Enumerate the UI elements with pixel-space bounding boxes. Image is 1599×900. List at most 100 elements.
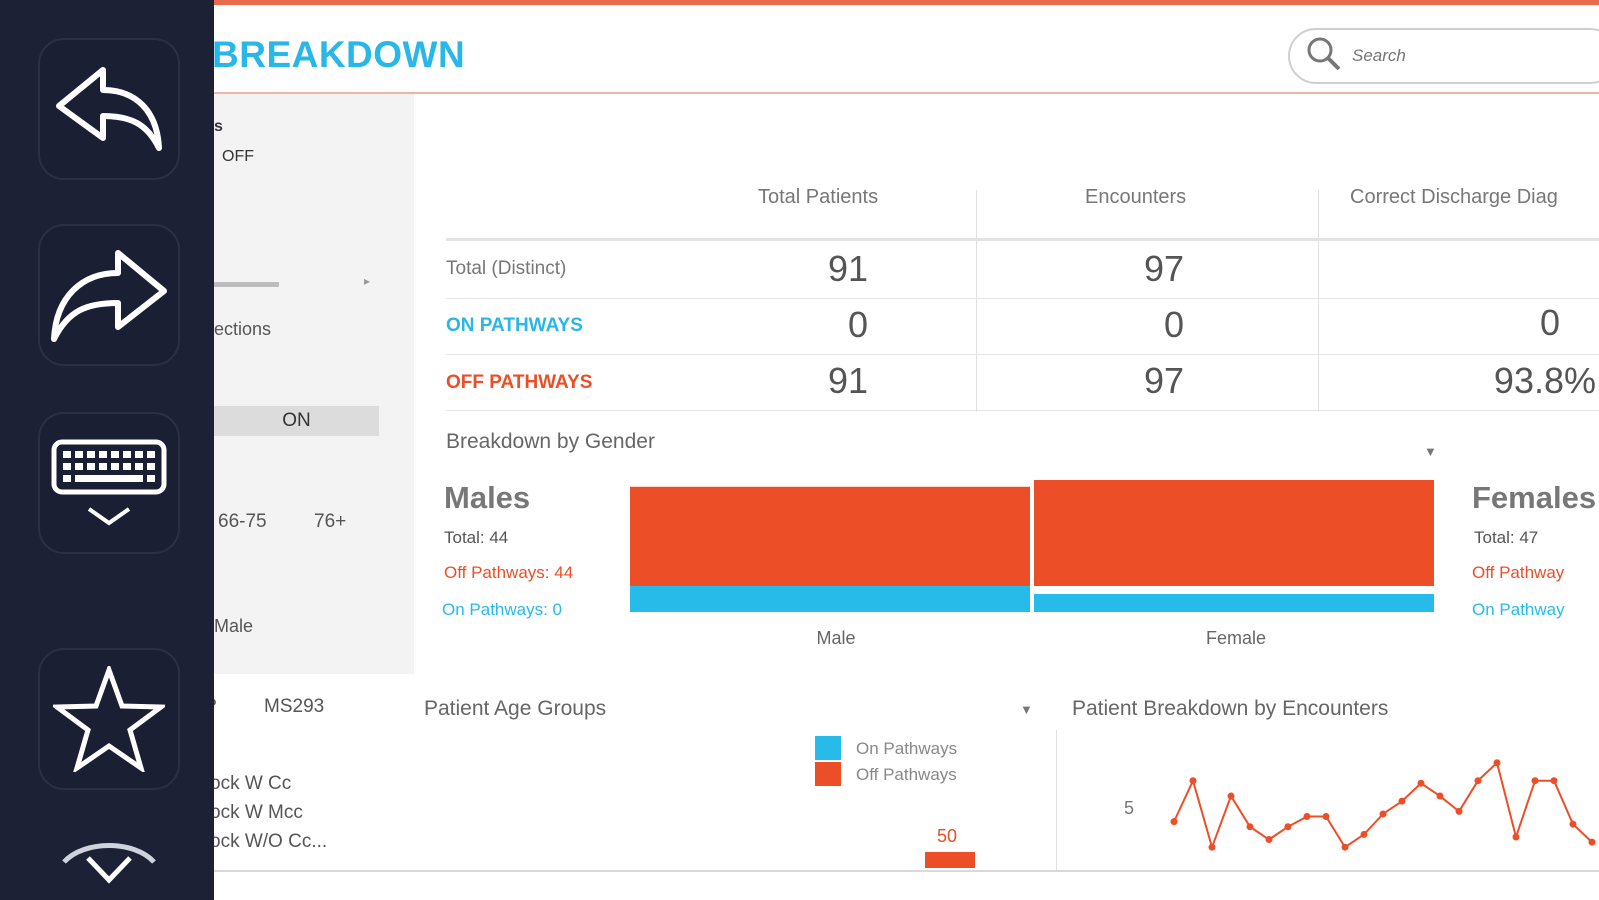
kpi-header-encounters: Encounters <box>1085 186 1187 208</box>
search-input[interactable] <box>1352 46 1552 66</box>
males-off-pathways: Off Pathways: 44 <box>444 563 574 582</box>
favorite-button[interactable] <box>38 648 180 790</box>
encounters-point[interactable] <box>1531 777 1539 785</box>
filter-slider[interactable] <box>214 282 279 287</box>
header-divider <box>214 92 1599 94</box>
side-toolbar <box>0 0 214 900</box>
males-on-pathways: On Pathways: 0 <box>442 600 563 619</box>
gender-bar-label-male: Male <box>816 628 856 648</box>
encounters-point[interactable] <box>1189 777 1197 785</box>
encounters-point[interactable] <box>1569 820 1577 828</box>
encounters-point[interactable] <box>1303 813 1311 821</box>
age-option-76-plus[interactable]: 76+ <box>314 511 347 532</box>
kpi-on-encounters: 0 <box>1163 304 1185 345</box>
filter-panel <box>214 94 414 674</box>
encounters-point[interactable] <box>1417 779 1425 787</box>
females-on-pathways: On Pathway <box>1472 600 1565 619</box>
age-groups-dropdown-caret-icon[interactable]: ▼ <box>1020 702 1033 717</box>
gender-bar-off-male[interactable] <box>630 486 1030 586</box>
encounters-point[interactable] <box>1322 813 1330 821</box>
toolbar-expand-button[interactable] <box>38 832 180 900</box>
slider-arrow-icon: ▸ <box>364 274 371 288</box>
age-option-66-75[interactable]: 66-75 <box>218 511 267 532</box>
gender-bar-on-male[interactable] <box>630 586 1030 612</box>
redo-button[interactable] <box>38 224 180 366</box>
kpi-header-divider <box>446 238 1599 241</box>
encounters-chart <box>1170 759 1596 851</box>
kpi-off-patients: 91 <box>827 360 869 401</box>
keyboard-icon <box>51 439 167 495</box>
search-box[interactable] <box>1288 28 1599 84</box>
gender-dropdown-caret-icon[interactable]: ▼ <box>1424 444 1437 459</box>
filter-off-label: OFF <box>222 148 254 165</box>
kpi-row-divider <box>446 298 1599 299</box>
kpi-row-divider <box>446 354 1599 355</box>
chevron-down-icon <box>54 832 164 900</box>
encounters-point[interactable] <box>1246 823 1254 831</box>
encounters-point[interactable] <box>1379 810 1387 818</box>
legend-off-swatch <box>815 762 841 786</box>
kpi-col-divider <box>976 190 977 412</box>
drg-code[interactable]: MS293 <box>264 696 325 717</box>
legend-off-label: Off Pathways <box>856 765 957 784</box>
encounters-point[interactable] <box>1227 792 1235 800</box>
kpi-col-divider <box>1318 190 1319 412</box>
encounters-point[interactable] <box>1493 759 1501 767</box>
females-title: Females <box>1472 480 1597 515</box>
kpi-total-encounters: 97 <box>1143 248 1185 289</box>
encounters-point[interactable] <box>1341 843 1349 851</box>
star-icon <box>53 666 165 772</box>
encounters-point[interactable] <box>1550 777 1558 785</box>
encounters-point[interactable] <box>1360 830 1368 838</box>
keyboard-button[interactable] <box>38 412 180 554</box>
page-title: BREAKDOWN <box>212 34 466 75</box>
encounters-point[interactable] <box>1455 807 1463 815</box>
keyboard-chevron-icon <box>85 505 133 527</box>
undo-button[interactable] <box>38 38 180 180</box>
gender-section-title: Breakdown by Gender <box>446 430 655 453</box>
encounters-point[interactable] <box>1588 838 1596 846</box>
gender-option-male[interactable]: Male <box>214 616 254 636</box>
kpi-off-encounters: 97 <box>1143 360 1185 401</box>
filter-toggle-on[interactable]: ON <box>214 406 379 436</box>
females-total: Total: 47 <box>1474 528 1539 547</box>
encounters-point[interactable] <box>1512 833 1520 841</box>
kpi-total-patients: 91 <box>827 248 869 289</box>
drg-item[interactable]: ock W Cc <box>210 773 292 794</box>
top-accent-bar <box>214 0 1599 5</box>
encounters-axis-line <box>1056 730 1057 870</box>
gender-bar-on-female[interactable] <box>1034 594 1434 612</box>
encounters-point[interactable] <box>1284 823 1292 831</box>
gender-chart <box>630 480 1434 612</box>
drg-item[interactable]: ock W Mcc <box>210 802 303 823</box>
age-groups-title: Patient Age Groups <box>424 697 607 720</box>
kpi-header-total-patients: Total Patients <box>758 186 879 208</box>
encounters-point[interactable] <box>1436 792 1444 800</box>
kpi-on-patients: 0 <box>847 304 869 345</box>
encounters-point[interactable] <box>1208 843 1216 851</box>
redo-arrow-icon <box>48 247 170 343</box>
filter-label-a: s <box>214 118 223 135</box>
encounters-point[interactable] <box>1398 797 1406 805</box>
kpi-row-divider <box>446 410 1599 411</box>
undo-arrow-icon <box>53 66 165 152</box>
age-bar <box>925 852 975 868</box>
gender-bar-off-female[interactable] <box>1034 480 1434 586</box>
encounters-title: Patient Breakdown by Encounters <box>1072 697 1389 720</box>
age-bar-data-label: 50 <box>937 826 958 846</box>
drg-item[interactable]: ock W/O Cc... <box>210 831 328 852</box>
encounters-point[interactable] <box>1170 818 1178 826</box>
kpi-header-discharge: Correct Discharge Diag <box>1350 186 1558 208</box>
gender-bar-label-female: Female <box>1205 628 1267 648</box>
encounters-y-tick: 5 <box>1124 798 1135 818</box>
search-icon <box>1306 36 1342 77</box>
encounters-point[interactable] <box>1474 777 1482 785</box>
legend-on-swatch <box>815 736 841 760</box>
encounters-point[interactable] <box>1265 836 1273 844</box>
bottom-divider <box>214 870 1599 872</box>
legend-on-label: On Pathways <box>856 739 958 758</box>
kpi-on-discharge: 0 <box>1539 302 1561 343</box>
kpi-row-off-label: OFF PATHWAYS <box>446 372 593 393</box>
encounters-series-line <box>1173 760 1593 851</box>
